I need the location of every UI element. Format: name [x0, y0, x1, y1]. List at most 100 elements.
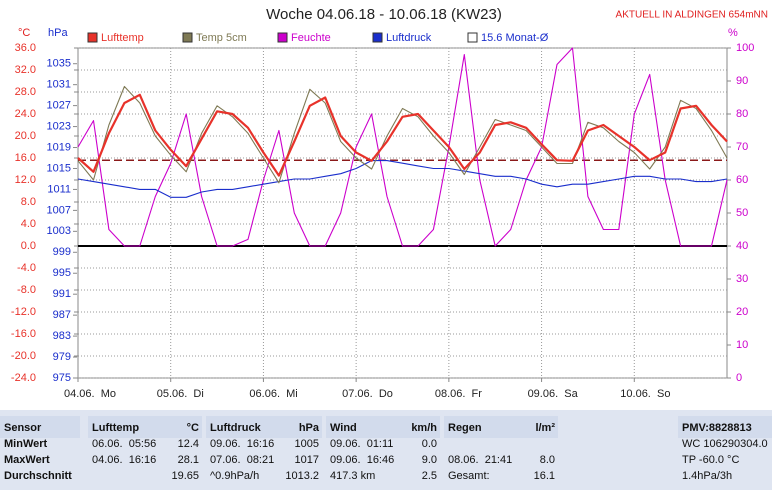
table-value: 28.1 — [178, 454, 199, 466]
y-tick-label: 20.0 — [15, 130, 36, 142]
legend-swatch — [467, 32, 478, 43]
series-line — [77, 160, 728, 198]
y-tick-label: 16.0 — [15, 152, 36, 164]
series-line — [77, 93, 728, 177]
y-tick-label: 12.0 — [15, 174, 36, 186]
table-cell: MinWert — [4, 438, 48, 450]
table-cell: 07.06. 08:21 — [210, 454, 274, 466]
y3-tick-label: 999 — [53, 246, 71, 258]
x-tick-label: 09.06. Sa — [528, 388, 579, 400]
chart-subtitle: AKTUELL IN ALDINGEN 654mNN — [616, 10, 768, 21]
table-unit: °C — [187, 422, 199, 434]
y3-tick-label: 979 — [53, 351, 71, 363]
chart-title: Woche 04.06.18 - 10.06.18 (KW23) — [266, 6, 502, 23]
y2-tick-label: 100 — [736, 42, 754, 54]
y2-tick-label: 10 — [736, 339, 748, 351]
table-unit: l/m² — [535, 422, 555, 434]
y-tick-label: 24.0 — [15, 108, 36, 120]
table-cell: 09.06. 16:46 — [330, 454, 394, 466]
legend-label: Luftdruck — [386, 32, 432, 44]
y-tick-label: 36.0 — [15, 42, 36, 54]
table-value: 9.0 — [422, 454, 437, 466]
table-header: Sensor — [4, 422, 42, 434]
legend-label: Lufttemp — [101, 32, 144, 44]
table-value: 2.5 — [422, 470, 437, 482]
table-value: 16.1 — [534, 470, 555, 482]
legend-label: Feuchte — [291, 32, 331, 44]
y-tick-label: -8.0 — [17, 284, 36, 296]
y-tick-label: 28.0 — [15, 86, 36, 98]
table-cell: TP -60.0 °C — [682, 454, 739, 466]
y2-tick-label: 20 — [736, 306, 748, 318]
table-cell: MaxWert — [4, 454, 50, 466]
y3-tick-label: 1023 — [47, 120, 71, 132]
y3-axis-unit: hPa — [48, 27, 68, 39]
y2-tick-label: 70 — [736, 141, 748, 153]
y-tick-label: -20.0 — [11, 350, 36, 362]
y-tick-label: 32.0 — [15, 64, 36, 76]
y3-tick-label: 1031 — [47, 79, 71, 91]
table-header-cell — [444, 416, 558, 438]
table-cell: 09.06. 01:11 — [330, 438, 393, 450]
y-tick-label: 0.0 — [21, 240, 36, 252]
legend-label: 15.6 Monat-Ø — [481, 32, 549, 44]
table-cell: Gesamt: — [448, 470, 490, 482]
table-value: 0.0 — [422, 438, 437, 450]
y2-tick-label: 30 — [736, 273, 748, 285]
y-tick-label: -24.0 — [11, 372, 36, 384]
legend-swatch — [87, 32, 98, 43]
y2-tick-label: 90 — [736, 75, 748, 87]
y-tick-label: 4.0 — [21, 218, 36, 230]
legend-swatch — [372, 32, 383, 43]
y2-tick-label: 50 — [736, 207, 748, 219]
plot-area — [77, 47, 728, 379]
y2-tick-label: 40 — [736, 240, 748, 252]
y3-tick-label: 1003 — [47, 225, 71, 237]
y-tick-label: -16.0 — [11, 328, 36, 340]
x-tick-label: 08.06. Fr — [435, 388, 482, 400]
table-header-cell — [678, 416, 772, 438]
table-cell: 06.06. 05:56 — [92, 438, 156, 450]
y-tick-label: -4.0 — [17, 262, 36, 274]
y-axis-unit: °C — [18, 27, 30, 39]
table-header-cell — [88, 416, 202, 438]
table-header-cell — [206, 416, 322, 438]
table-cell: 09.06. 16:16 — [210, 438, 274, 450]
series-line — [77, 47, 728, 247]
x-tick-label: 07.06. Do — [342, 388, 393, 400]
legend-swatch — [277, 32, 288, 43]
y2-axis-unit: % — [728, 27, 738, 39]
table-header: Wind — [330, 422, 357, 434]
table-cell: 04.06. 16:16 — [92, 454, 156, 466]
y3-tick-label: 987 — [53, 309, 71, 321]
table-cell: 1.4hPa/3h — [682, 470, 732, 482]
y3-tick-label: 1015 — [47, 162, 71, 174]
y2-tick-label: 0 — [736, 372, 742, 384]
table-value: 12.4 — [178, 438, 199, 450]
y3-tick-label: 991 — [53, 288, 71, 300]
y3-tick-label: 995 — [53, 267, 71, 279]
x-tick-label: 05.06. Di — [157, 388, 204, 400]
table-header-cell — [0, 416, 80, 438]
table-header: PMV:8828813 — [682, 422, 752, 434]
y2-tick-label: 60 — [736, 174, 748, 186]
table-value: 1005 — [295, 438, 319, 450]
y3-tick-label: 1027 — [47, 100, 71, 112]
table-header-cell — [326, 416, 440, 438]
x-tick-label: 06.06. Mi — [249, 388, 297, 400]
table-header: Lufttemp — [92, 422, 139, 434]
y-tick-label: 8.0 — [21, 196, 36, 208]
y3-tick-label: 1019 — [47, 141, 71, 153]
y3-tick-label: 1035 — [47, 58, 71, 70]
table-value: 8.0 — [540, 454, 555, 466]
table-value: 1013.2 — [285, 470, 319, 482]
table-cell: Durchschnitt — [4, 470, 72, 482]
table-cell: WC 106290304.0 — [682, 438, 768, 450]
x-tick-label: 04.06. Mo — [64, 388, 116, 400]
table-value: 19.65 — [171, 470, 199, 482]
table-header: Luftdruck — [210, 422, 262, 434]
y3-tick-label: 975 — [53, 372, 71, 384]
table-unit: km/h — [411, 422, 437, 434]
table-cell: 08.06. 21:41 — [448, 454, 512, 466]
y3-tick-label: 1007 — [47, 204, 71, 216]
